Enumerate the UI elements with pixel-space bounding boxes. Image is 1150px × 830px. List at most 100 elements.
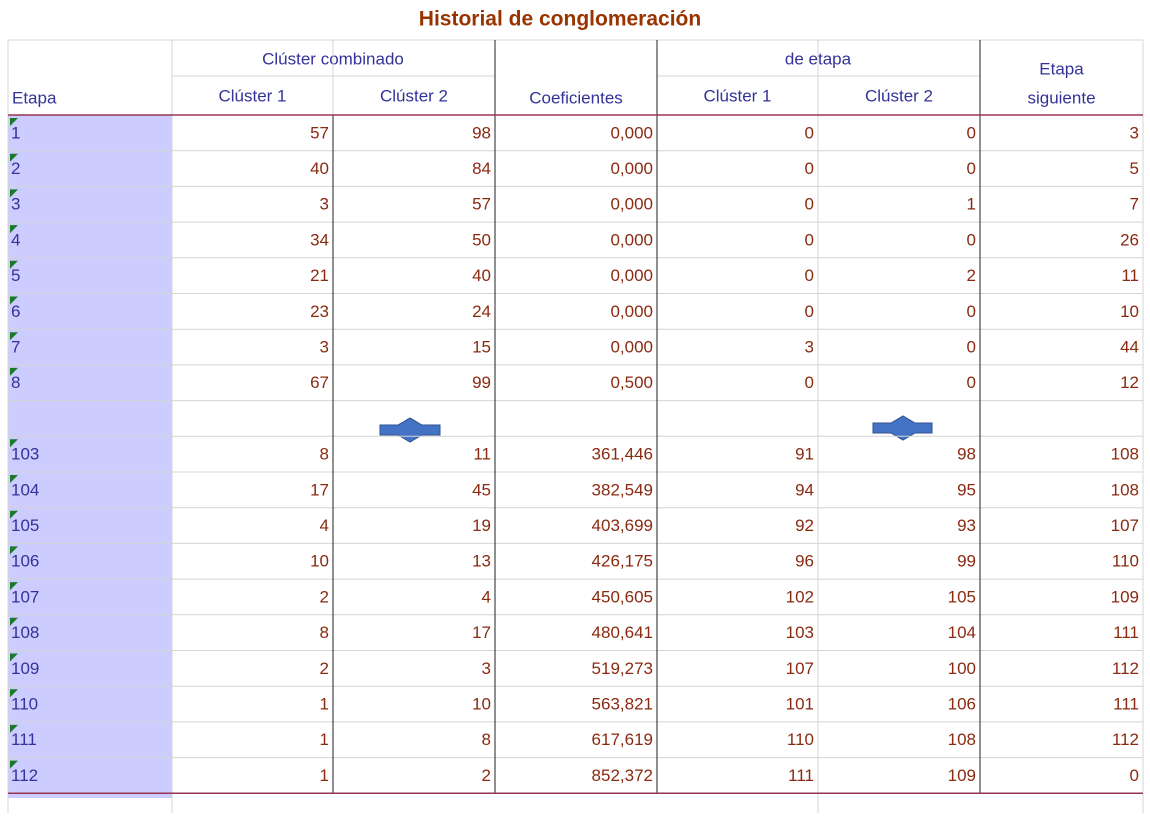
number-cell: 11 (1121, 266, 1139, 285)
number-cell: 3 (1130, 123, 1139, 142)
number-cell: 0,000 (610, 266, 653, 285)
number-cell: 0 (1130, 766, 1139, 785)
number-cell: 3 (482, 659, 491, 678)
number-cell: 1 (320, 730, 329, 749)
number-cell: 361,446 (592, 445, 653, 464)
number-cell: 0,000 (610, 123, 653, 142)
text-number-flag (10, 153, 18, 162)
number-cell: 0 (805, 159, 814, 178)
number-cell: 19 (472, 516, 491, 535)
column-header: Clúster 2 (865, 86, 933, 105)
text-number-flag (10, 296, 18, 305)
number-cell: 26 (1120, 230, 1139, 249)
text-number-flag (10, 617, 18, 626)
number-cell: 112 (1112, 659, 1139, 678)
number-cell: 2 (967, 266, 976, 285)
number-cell: 95 (957, 480, 976, 499)
number-cell: 50 (472, 230, 491, 249)
number-cell: 23 (310, 302, 329, 321)
text-number-flag (10, 225, 18, 234)
number-cell: 84 (472, 159, 491, 178)
number-cell: 4 (482, 587, 491, 606)
text-number-flag (10, 653, 18, 662)
number-cell: 0 (967, 123, 976, 142)
number-cell: 617,619 (592, 730, 653, 749)
stage-cell: 2 (11, 159, 20, 178)
number-cell: 21 (310, 266, 329, 285)
number-cell: 563,821 (592, 695, 653, 714)
number-cell: 0,000 (610, 302, 653, 321)
number-cell: 3 (320, 338, 329, 357)
number-cell: 15 (472, 338, 491, 357)
number-cell: 519,273 (592, 659, 653, 678)
text-number-flag (10, 367, 18, 376)
number-cell: 0 (967, 373, 976, 392)
number-cell: 99 (957, 552, 976, 571)
text-number-flag (10, 118, 18, 126)
column-header: Coeficientes (529, 88, 623, 107)
text-number-flag (10, 475, 18, 483)
number-cell: 8 (320, 445, 329, 464)
number-cell: 4 (320, 516, 329, 535)
number-cell: 0,000 (610, 230, 653, 249)
number-cell: 0 (805, 373, 814, 392)
title: Historial de conglomeración (419, 8, 701, 31)
column-header: siguiente (1027, 88, 1095, 107)
number-cell: 100 (948, 659, 976, 678)
number-cell: 67 (310, 373, 329, 392)
text-number-flag (10, 689, 18, 698)
number-cell: 103 (786, 623, 814, 642)
number-cell: 2 (320, 659, 329, 678)
number-cell: 109 (948, 766, 976, 785)
number-cell: 426,175 (592, 552, 653, 571)
stage-cell: 111 (11, 730, 37, 749)
number-cell: 99 (472, 373, 491, 392)
number-cell: 111 (788, 766, 814, 785)
number-cell: 10 (1120, 302, 1139, 321)
stage-cell: 3 (11, 195, 20, 214)
number-cell: 92 (795, 516, 814, 535)
text-number-flag (10, 582, 18, 591)
column-header: Etapa (1039, 59, 1084, 78)
number-cell: 12 (1120, 373, 1139, 392)
number-cell: 93 (957, 516, 976, 535)
stage-cell: 104 (11, 480, 39, 499)
stage-cell: 108 (11, 623, 39, 642)
number-cell: 382,549 (592, 480, 653, 499)
number-cell: 5 (1130, 159, 1139, 178)
stage-cell: 107 (11, 587, 39, 606)
number-cell: 13 (472, 552, 491, 571)
stage-cell: 112 (11, 766, 38, 785)
text-number-flag (10, 332, 18, 341)
number-cell: 450,605 (592, 587, 653, 606)
number-cell: 57 (310, 123, 329, 142)
number-cell: 34 (310, 230, 329, 249)
stage-cell: 105 (11, 516, 39, 535)
number-cell: 108 (1111, 445, 1139, 464)
column-header: Etapa (12, 88, 57, 107)
number-cell: 0,000 (610, 159, 653, 178)
number-cell: 107 (786, 659, 814, 678)
number-cell: 8 (482, 730, 491, 749)
number-cell: 0 (805, 302, 814, 321)
text-number-flag (10, 760, 18, 769)
text-number-flag (10, 724, 18, 733)
number-cell: 45 (472, 480, 491, 499)
stage-cell: 103 (11, 445, 39, 464)
number-cell: 0,000 (610, 195, 653, 214)
number-cell: 112 (1112, 730, 1139, 749)
number-cell: 0 (967, 230, 976, 249)
number-cell: 107 (1111, 516, 1139, 535)
number-cell: 106 (948, 695, 976, 714)
column-header: Clúster 1 (218, 86, 286, 105)
number-cell: 91 (795, 445, 814, 464)
number-cell: 108 (948, 730, 976, 749)
number-cell: 111 (1113, 695, 1139, 714)
number-cell: 11 (473, 445, 491, 464)
number-cell: 0 (967, 302, 976, 321)
arrow (872, 415, 933, 441)
number-cell: 104 (948, 623, 976, 642)
text-number-flag (10, 439, 18, 448)
number-cell: 108 (1111, 480, 1139, 499)
